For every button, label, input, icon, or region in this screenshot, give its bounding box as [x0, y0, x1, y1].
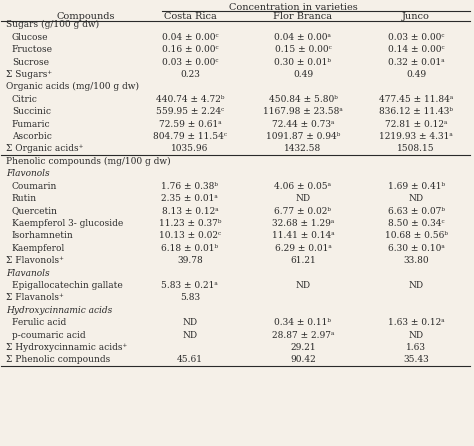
- Text: 1.63: 1.63: [406, 343, 426, 352]
- Text: 440.74 ± 4.72ᵇ: 440.74 ± 4.72ᵇ: [155, 95, 224, 104]
- Text: ND: ND: [295, 281, 310, 290]
- Text: 1508.15: 1508.15: [397, 145, 435, 153]
- Text: 72.81 ± 0.12ᵃ: 72.81 ± 0.12ᵃ: [385, 120, 447, 128]
- Text: Isorhamnetin: Isorhamnetin: [12, 231, 73, 240]
- Text: 1167.98 ± 23.58ᵃ: 1167.98 ± 23.58ᵃ: [263, 107, 343, 116]
- Text: 90.42: 90.42: [290, 355, 316, 364]
- Text: 5.83: 5.83: [180, 293, 200, 302]
- Text: Sugars (g/100 g dw): Sugars (g/100 g dw): [6, 21, 99, 29]
- Text: 0.49: 0.49: [406, 70, 426, 79]
- Text: 6.18 ± 0.01ᵇ: 6.18 ± 0.01ᵇ: [161, 244, 219, 253]
- Text: 0.03 ± 0.00ᶜ: 0.03 ± 0.00ᶜ: [388, 33, 444, 42]
- Text: Succinic: Succinic: [12, 107, 51, 116]
- Text: 6.63 ± 0.07ᵇ: 6.63 ± 0.07ᵇ: [388, 206, 445, 215]
- Text: 836.12 ± 11.43ᵇ: 836.12 ± 11.43ᵇ: [379, 107, 453, 116]
- Text: Glucose: Glucose: [12, 33, 48, 42]
- Text: Σ Flavanols⁺: Σ Flavanols⁺: [6, 293, 64, 302]
- Text: 45.61: 45.61: [177, 355, 203, 364]
- Text: 0.14 ± 0.00ᶜ: 0.14 ± 0.00ᶜ: [388, 45, 445, 54]
- Text: 8.50 ± 0.34ᶜ: 8.50 ± 0.34ᶜ: [388, 219, 445, 228]
- Text: 6.30 ± 0.10ᵃ: 6.30 ± 0.10ᵃ: [388, 244, 445, 253]
- Text: Compounds: Compounds: [57, 12, 116, 21]
- Text: Citric: Citric: [12, 95, 37, 104]
- Text: Ascorbic: Ascorbic: [12, 132, 52, 141]
- Text: 6.29 ± 0.01ᵃ: 6.29 ± 0.01ᵃ: [274, 244, 331, 253]
- Text: Fumaric: Fumaric: [12, 120, 50, 128]
- Text: Coumarin: Coumarin: [12, 182, 57, 191]
- Text: p-coumaric acid: p-coumaric acid: [12, 330, 85, 340]
- Text: ND: ND: [409, 194, 424, 203]
- Text: 10.13 ± 0.02ᶜ: 10.13 ± 0.02ᶜ: [159, 231, 221, 240]
- Text: Organic acids (mg/100 g dw): Organic acids (mg/100 g dw): [6, 83, 139, 91]
- Text: Costa Rica: Costa Rica: [164, 12, 216, 21]
- Text: 32.68 ± 1.29ᵃ: 32.68 ± 1.29ᵃ: [272, 219, 334, 228]
- Text: 29.21: 29.21: [290, 343, 316, 352]
- Text: 72.44 ± 0.73ᵃ: 72.44 ± 0.73ᵃ: [272, 120, 334, 128]
- Text: Σ Phenolic compounds: Σ Phenolic compounds: [6, 355, 110, 364]
- Text: 11.41 ± 0.14ᵃ: 11.41 ± 0.14ᵃ: [272, 231, 334, 240]
- Text: 477.45 ± 11.84ᵃ: 477.45 ± 11.84ᵃ: [379, 95, 453, 104]
- Text: ND: ND: [182, 318, 198, 327]
- Text: 1091.87 ± 0.94ᵇ: 1091.87 ± 0.94ᵇ: [266, 132, 340, 141]
- Text: 1.69 ± 0.41ᵇ: 1.69 ± 0.41ᵇ: [388, 182, 445, 191]
- Text: 33.80: 33.80: [403, 256, 429, 265]
- Text: 0.03 ± 0.00ᶜ: 0.03 ± 0.00ᶜ: [162, 58, 218, 66]
- Text: Σ Flavonols⁺: Σ Flavonols⁺: [6, 256, 64, 265]
- Text: 0.04 ± 0.00ᶜ: 0.04 ± 0.00ᶜ: [162, 33, 218, 42]
- Text: 4.06 ± 0.05ᵃ: 4.06 ± 0.05ᵃ: [274, 182, 331, 191]
- Text: Hydroxycinnamic acids: Hydroxycinnamic acids: [6, 306, 112, 315]
- Text: 2.35 ± 0.01ᵃ: 2.35 ± 0.01ᵃ: [162, 194, 219, 203]
- Text: 10.68 ± 0.56ᵇ: 10.68 ± 0.56ᵇ: [384, 231, 447, 240]
- Text: 0.16 ± 0.00ᶜ: 0.16 ± 0.00ᶜ: [162, 45, 218, 54]
- Text: Ferulic acid: Ferulic acid: [12, 318, 66, 327]
- Text: 1.76 ± 0.38ᵇ: 1.76 ± 0.38ᵇ: [161, 182, 219, 191]
- Text: 0.30 ± 0.01ᵇ: 0.30 ± 0.01ᵇ: [274, 58, 331, 66]
- Text: Junco: Junco: [402, 12, 430, 21]
- Text: 0.23: 0.23: [180, 70, 200, 79]
- Text: Σ Organic acids⁺: Σ Organic acids⁺: [6, 145, 83, 153]
- Text: ND: ND: [295, 194, 310, 203]
- Text: Flor Branca: Flor Branca: [273, 12, 332, 21]
- Text: 450.84 ± 5.80ᵇ: 450.84 ± 5.80ᵇ: [269, 95, 337, 104]
- Text: 1219.93 ± 4.31ᵃ: 1219.93 ± 4.31ᵃ: [379, 132, 453, 141]
- Text: 39.78: 39.78: [177, 256, 203, 265]
- Text: 5.83 ± 0.21ᵃ: 5.83 ± 0.21ᵃ: [162, 281, 219, 290]
- Text: 0.34 ± 0.11ᵇ: 0.34 ± 0.11ᵇ: [274, 318, 331, 327]
- Text: 0.32 ± 0.01ᵃ: 0.32 ± 0.01ᵃ: [388, 58, 445, 66]
- Text: ND: ND: [182, 330, 198, 340]
- Text: Σ Hydroxycinnamic acids⁺: Σ Hydroxycinnamic acids⁺: [6, 343, 128, 352]
- Text: Kaempferol 3- glucoside: Kaempferol 3- glucoside: [12, 219, 123, 228]
- Text: 0.04 ± 0.00ᵃ: 0.04 ± 0.00ᵃ: [274, 33, 331, 42]
- Text: ND: ND: [409, 281, 424, 290]
- Text: 8.13 ± 0.12ᵃ: 8.13 ± 0.12ᵃ: [162, 206, 218, 215]
- Text: Phenolic compounds (mg/100 g dw): Phenolic compounds (mg/100 g dw): [6, 157, 171, 166]
- Text: Rutin: Rutin: [12, 194, 37, 203]
- Text: 61.21: 61.21: [290, 256, 316, 265]
- Text: 1432.58: 1432.58: [284, 145, 321, 153]
- Text: Quercetin: Quercetin: [12, 206, 58, 215]
- Text: Concentration in varieties: Concentration in varieties: [229, 3, 358, 12]
- Text: 1.63 ± 0.12ᵃ: 1.63 ± 0.12ᵃ: [388, 318, 445, 327]
- Text: Flavonols: Flavonols: [6, 169, 50, 178]
- Text: 6.77 ± 0.02ᵇ: 6.77 ± 0.02ᵇ: [274, 206, 331, 215]
- Text: 1035.96: 1035.96: [171, 145, 209, 153]
- Text: 72.59 ± 0.61ᵃ: 72.59 ± 0.61ᵃ: [158, 120, 221, 128]
- Text: ND: ND: [409, 330, 424, 340]
- Text: 28.87 ± 2.97ᵃ: 28.87 ± 2.97ᵃ: [272, 330, 334, 340]
- Text: 0.15 ± 0.00ᶜ: 0.15 ± 0.00ᶜ: [274, 45, 331, 54]
- Text: Fructose: Fructose: [12, 45, 53, 54]
- Text: Sucrose: Sucrose: [12, 58, 49, 66]
- Text: Flavanols: Flavanols: [6, 268, 50, 277]
- Text: 0.49: 0.49: [293, 70, 313, 79]
- Text: 35.43: 35.43: [403, 355, 429, 364]
- Text: 11.23 ± 0.37ᵇ: 11.23 ± 0.37ᵇ: [159, 219, 221, 228]
- Text: Epigallocatechin gallate: Epigallocatechin gallate: [12, 281, 122, 290]
- Text: 559.95 ± 2.24ᶜ: 559.95 ± 2.24ᶜ: [156, 107, 224, 116]
- Text: 804.79 ± 11.54ᶜ: 804.79 ± 11.54ᶜ: [153, 132, 227, 141]
- Text: Kaempferol: Kaempferol: [12, 244, 65, 253]
- Text: Σ Sugars⁺: Σ Sugars⁺: [6, 70, 52, 79]
